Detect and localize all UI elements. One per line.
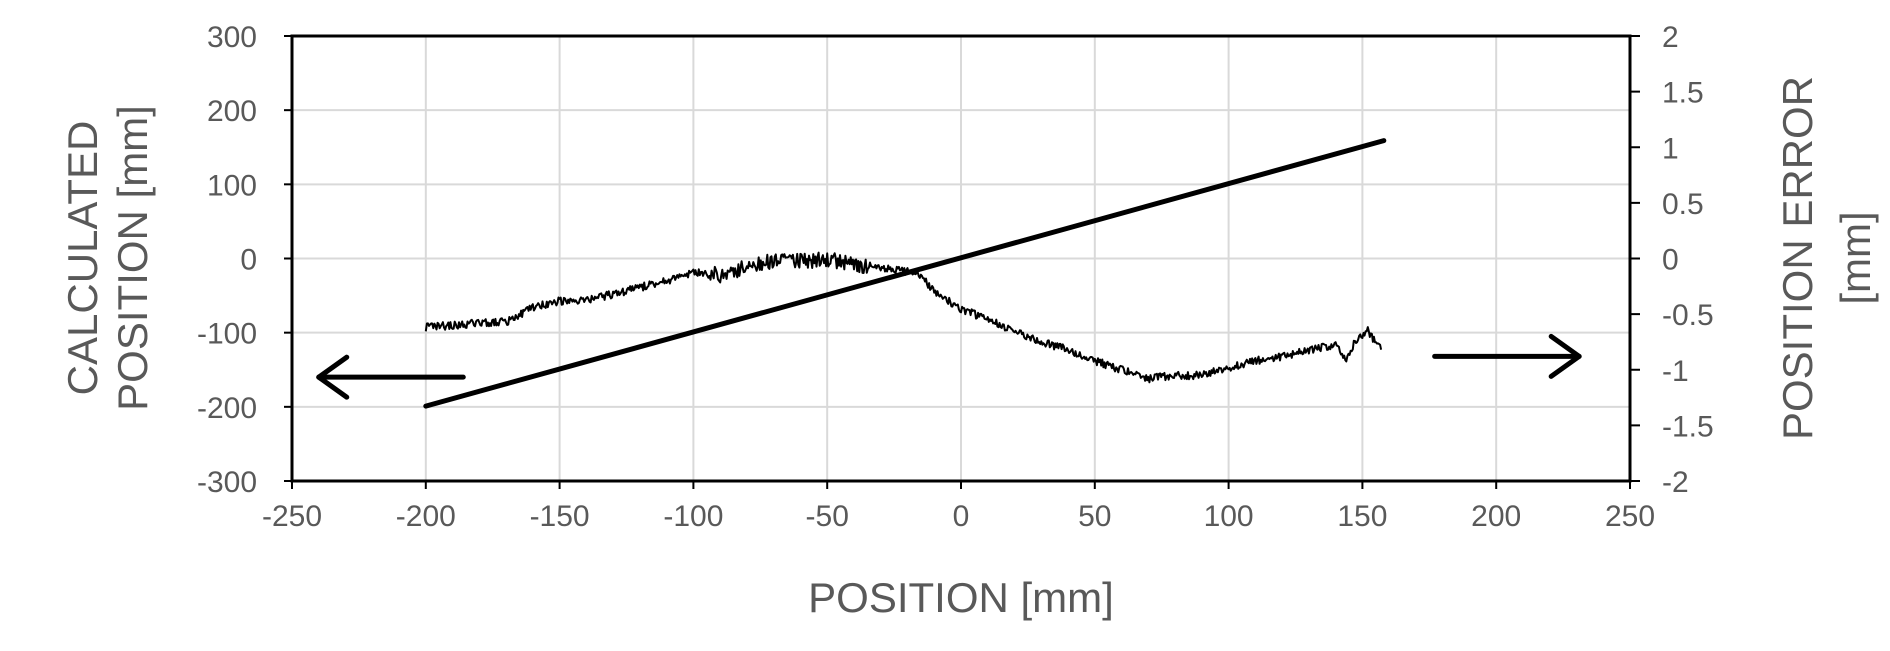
- y-tick-label: 100: [207, 169, 257, 202]
- y2-tick-label: -1: [1662, 355, 1689, 388]
- y-axis-title-line-1: CALCULATED: [59, 121, 106, 396]
- x-tick-label: -200: [396, 500, 456, 533]
- x-tick-label: -150: [530, 500, 590, 533]
- y-tick-label: 300: [207, 21, 257, 54]
- y2-axis-title: POSITION ERROR [mm]: [1774, 76, 1879, 440]
- x-axis-title: POSITION [mm]: [808, 574, 1114, 621]
- y-tick-label: 0: [240, 244, 257, 277]
- y-tick-label: 200: [207, 95, 257, 128]
- position-error-line: [424, 251, 1383, 384]
- x-tick-label: 0: [953, 500, 970, 533]
- tick-labels: -250 -200 -150 -100 -50 0 50 100 150 200 250-300-2…: [197, 21, 1714, 533]
- tick-marks: [284, 35, 1640, 489]
- arrow-head: [1548, 333, 1582, 379]
- x-tick-label: -250: [262, 500, 322, 533]
- x-tick-label: -50: [806, 500, 849, 533]
- arrow-head: [316, 354, 350, 400]
- x-tick-label: -100: [663, 500, 723, 533]
- y2-tick-label: 0.5: [1662, 188, 1704, 221]
- y2-tick-label: -1.5: [1662, 410, 1714, 443]
- x-tick-label: 200: [1471, 500, 1521, 533]
- series-group: [423, 138, 1387, 409]
- y-tick-label: -100: [197, 318, 257, 351]
- y-tick-label: -300: [197, 466, 257, 499]
- y-tick-label: -200: [197, 392, 257, 425]
- y-axis-title: CALCULATED POSITION [mm]: [59, 105, 156, 411]
- x-tick-label: 150: [1337, 500, 1387, 533]
- y2-tick-label: 0: [1662, 244, 1679, 277]
- annotations: [316, 333, 1582, 400]
- x-tick-label: 50: [1078, 500, 1111, 533]
- x-tick-label: 250: [1605, 500, 1655, 533]
- y2-tick-label: 2: [1662, 21, 1679, 54]
- y2-tick-label: 1.5: [1662, 77, 1704, 110]
- y2-tick-label: 1: [1662, 132, 1679, 165]
- left-axis-arrow: [316, 354, 466, 400]
- x-tick-label: 100: [1204, 500, 1254, 533]
- y2-tick-label: -2: [1662, 466, 1689, 499]
- y2-axis-title-line-1: POSITION ERROR: [1774, 76, 1821, 440]
- y2-tick-label: -0.5: [1662, 299, 1714, 332]
- y2-axis-title-line-2: [mm]: [1832, 211, 1879, 304]
- right-axis-arrow: [1432, 333, 1582, 379]
- y-axis-title-line-2: POSITION [mm]: [109, 105, 156, 411]
